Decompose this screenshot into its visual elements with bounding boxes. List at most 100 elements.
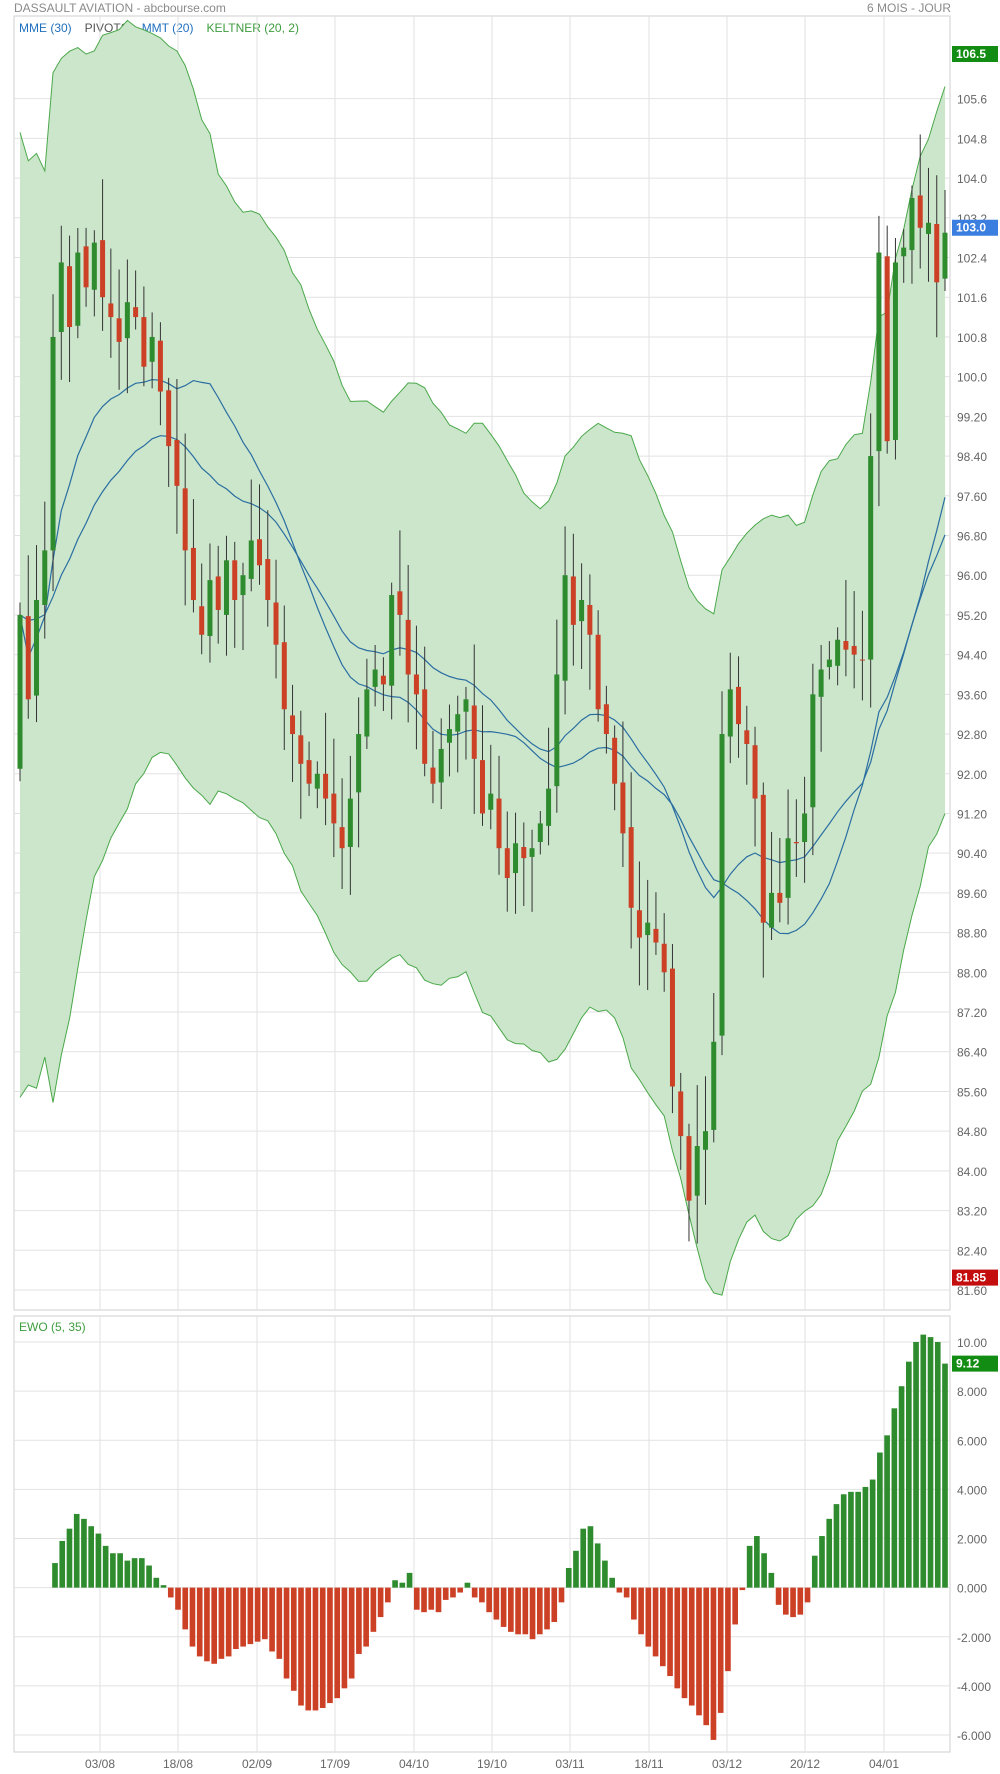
candle-down: [67, 235, 73, 382]
candle-body: [413, 674, 419, 695]
candle-body: [174, 439, 180, 486]
candle-body: [702, 1131, 708, 1150]
x-tick-label: 19/10: [477, 1757, 507, 1771]
candle-up: [711, 992, 717, 1143]
ewo-bar-negative: [327, 1587, 333, 1704]
candle-down: [669, 944, 675, 1114]
candle-down: [612, 725, 618, 811]
ewo-bar-negative: [515, 1587, 521, 1635]
candle-up: [537, 810, 543, 855]
ewo-bar-negative: [450, 1587, 456, 1598]
candle-body: [166, 390, 172, 447]
price-y-tick: 104.0: [957, 172, 987, 186]
candle-body: [75, 252, 81, 326]
candle-body: [669, 968, 675, 1087]
ewo-bar-positive: [840, 1494, 847, 1588]
x-tick-label: 18/11: [634, 1757, 663, 1771]
ewo-bar-negative: [544, 1587, 550, 1630]
price-y-tick: 81.60: [957, 1284, 987, 1298]
candle-down: [678, 1072, 684, 1170]
ewo-bar-negative: [442, 1587, 449, 1600]
ewo-bar-negative: [638, 1587, 644, 1635]
candle-body: [513, 843, 519, 874]
candle-body: [810, 694, 816, 808]
candle-up: [75, 228, 81, 339]
ewo-bar-negative: [341, 1587, 348, 1689]
candle-body: [223, 560, 229, 615]
legend-ewo[interactable]: EWO (5, 35): [19, 1320, 86, 1334]
candle-down: [851, 591, 857, 689]
candle-down: [273, 559, 279, 679]
candle-body: [190, 547, 196, 601]
ewo-bar-positive: [110, 1553, 116, 1588]
price-y-tick: 97.60: [957, 490, 987, 504]
osc-y-tick: 4.000: [957, 1483, 987, 1497]
ewo-bar-negative: [167, 1587, 174, 1598]
ewo-bar-negative: [240, 1587, 246, 1647]
candle-body: [802, 813, 808, 843]
ewo-bar-negative: [667, 1587, 673, 1677]
candle-body: [777, 892, 783, 903]
ewo-bar-positive: [124, 1560, 131, 1588]
candle-body: [504, 848, 510, 878]
candle-down: [339, 778, 345, 889]
candle-body: [917, 195, 923, 228]
x-tick-label: 03/12: [712, 1757, 742, 1771]
chart-period[interactable]: 6 MOIS - JOUR: [866, 1, 951, 15]
candle-up: [694, 1085, 700, 1244]
candle-body: [620, 782, 626, 834]
ewo-bar-negative: [536, 1587, 543, 1635]
candle-body: [554, 674, 560, 787]
legend-mme[interactable]: MME (30): [19, 21, 72, 35]
candle-down: [422, 646, 428, 777]
candle-down: [744, 705, 750, 785]
candle-body: [785, 838, 791, 898]
candle-body: [265, 559, 271, 601]
price-y-tick: 100.8: [957, 331, 987, 345]
ewo-bar-negative: [196, 1587, 203, 1657]
ewo-bar-negative: [211, 1587, 218, 1664]
candle-down: [620, 721, 626, 868]
candle-body: [67, 266, 73, 328]
x-tick-label: 17/09: [320, 1757, 350, 1771]
candle-down: [108, 248, 114, 358]
price-y-tick: 102.4: [957, 252, 987, 266]
ewo-bar-positive: [862, 1486, 869, 1588]
candle-body: [215, 576, 221, 610]
ewo-bar-positive: [942, 1363, 948, 1588]
candle-up: [719, 691, 725, 1056]
candle-body: [645, 922, 651, 936]
candle-body: [909, 197, 915, 251]
ewo-bar-positive: [877, 1452, 883, 1588]
ewo-bar-positive: [59, 1540, 66, 1588]
price-y-tick: 83.20: [957, 1205, 987, 1219]
candle-up: [42, 501, 48, 639]
legend-keltner[interactable]: KELTNER (20, 2): [206, 21, 299, 35]
candle-up: [546, 727, 552, 846]
candle-down: [653, 892, 659, 955]
candle-body: [942, 232, 948, 279]
ewo-bar-negative: [790, 1587, 796, 1618]
osc-y-tick: 0.000: [957, 1582, 987, 1596]
candle-down: [199, 563, 205, 655]
legend-mmt[interactable]: MMT (20): [141, 21, 194, 35]
candle-body: [480, 760, 485, 814]
ewo-bar-positive: [898, 1386, 905, 1588]
candle-up: [91, 230, 97, 317]
badge-low-text: 81.85: [956, 1271, 986, 1285]
candle-body: [389, 595, 395, 686]
candle-body: [686, 1136, 692, 1201]
candle-down: [397, 530, 403, 656]
candle-up: [124, 259, 130, 394]
ewo-bar-negative: [182, 1587, 189, 1630]
candle-body: [25, 616, 31, 700]
price-y-tick: 91.20: [957, 807, 987, 821]
candle-body: [372, 669, 378, 687]
osc-legend: EWO (5, 35): [19, 1320, 99, 1334]
candle-up: [364, 658, 370, 749]
price-panel-frame: [13, 15, 951, 1311]
candle-down: [934, 175, 940, 338]
candle-up: [372, 644, 378, 707]
chart-title: DASSAULT AVIATION - abcbourse.com: [14, 1, 226, 15]
candle-up: [50, 294, 56, 592]
